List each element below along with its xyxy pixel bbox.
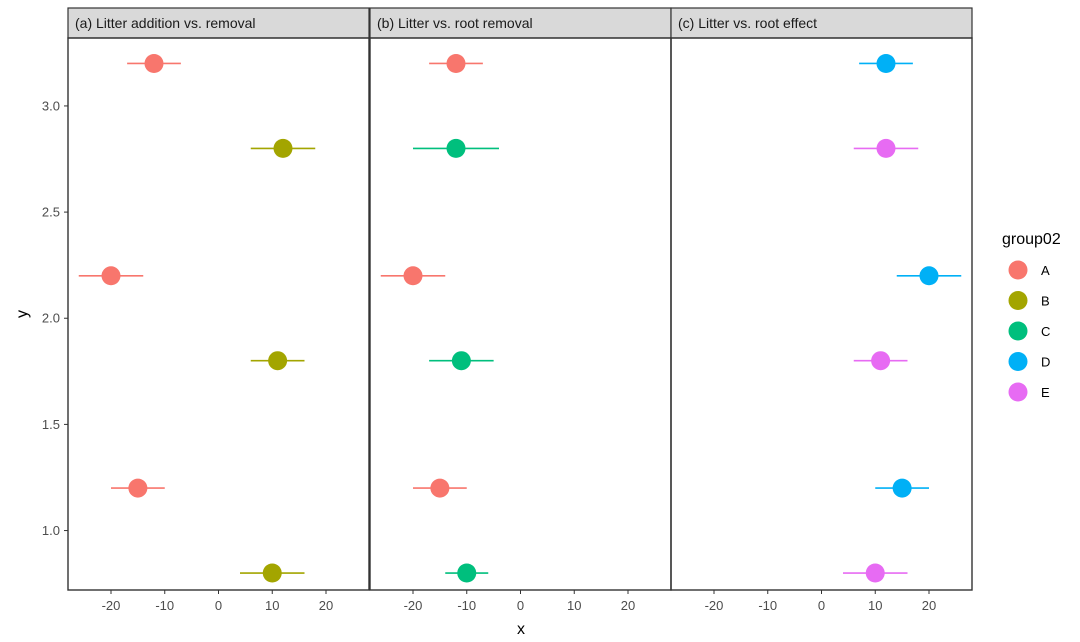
x-tick-label: -10 — [155, 598, 174, 613]
x-tick-label: -20 — [705, 598, 724, 613]
point-D — [919, 266, 939, 286]
x-tick-label: 20 — [621, 598, 635, 613]
panel-strip — [369, 7, 672, 39]
point-B — [273, 138, 293, 158]
panel-strip — [67, 7, 370, 39]
x-tick-label: 10 — [265, 598, 279, 613]
point-C — [451, 351, 471, 371]
point-C — [457, 563, 477, 583]
panel-strip — [670, 7, 973, 39]
point-E — [865, 563, 885, 583]
panel-border — [67, 37, 370, 591]
legend-key-D — [1008, 352, 1028, 371]
legend: group02 A BC DE — [1002, 231, 1061, 402]
panel-title: (b) Litter vs. root removal — [377, 15, 533, 31]
legend-label-E: E — [1041, 385, 1050, 400]
x-tick-label: 20 — [319, 598, 333, 613]
panel-c: (c) Litter vs. root effect -20 -10 0 10 20 — [670, 7, 973, 613]
legend-label-D: D — [1041, 355, 1050, 370]
x-tick-label: 20 — [922, 598, 936, 613]
y-tick-label: 2.0 — [42, 311, 60, 326]
panel-border — [369, 37, 672, 591]
point-C — [446, 138, 466, 158]
point-A — [446, 53, 466, 73]
y-tick-label: 1.5 — [42, 417, 60, 432]
point-B — [268, 351, 288, 371]
y-tick-label: 2.5 — [42, 205, 60, 220]
x-tick-label: 10 — [567, 598, 581, 613]
x-tick-label: 0 — [818, 598, 825, 613]
x-axis-title: x — [517, 621, 525, 638]
legend-label-B: B — [1041, 294, 1050, 309]
legend-key-C — [1008, 321, 1028, 341]
point-A — [430, 478, 450, 498]
point-E — [876, 138, 896, 158]
point-A — [403, 266, 423, 286]
y-tick-label: 1.0 — [42, 523, 60, 538]
legend-key-A — [1008, 260, 1028, 280]
x-tick-label: 0 — [215, 598, 222, 613]
point-A — [144, 53, 164, 73]
point-B — [262, 563, 282, 583]
x-tick-label: -10 — [457, 598, 476, 613]
point-A — [101, 266, 121, 286]
point-D — [876, 53, 896, 73]
x-tick-label: 10 — [868, 598, 882, 613]
legend-label-A: A — [1041, 263, 1050, 278]
x-tick-label: -10 — [758, 598, 777, 613]
panel-border — [670, 37, 973, 591]
y-axis-title: y — [14, 310, 31, 318]
x-tick-label: 0 — [517, 598, 524, 613]
legend-key-B — [1008, 291, 1028, 310]
legend-title: group02 — [1002, 231, 1061, 248]
legend-label-C: C — [1041, 324, 1050, 339]
panel-title: (a) Litter addition vs. removal — [75, 15, 256, 31]
panel-title: (c) Litter vs. root effect — [678, 15, 817, 31]
legend-key-E — [1008, 382, 1028, 402]
point-A — [128, 478, 148, 498]
panel-b: (b) Litter vs. root removal -20 -10 0 10 20 — [369, 7, 672, 613]
x-tick-label: -20 — [102, 598, 121, 613]
x-tick-label: -20 — [404, 598, 423, 613]
point-D — [892, 478, 912, 498]
point-E — [871, 351, 891, 371]
panel-a: (a) Litter addition vs. removal -20 -10 0 10… — [67, 7, 370, 613]
y-tick-label: 3.0 — [42, 98, 60, 113]
